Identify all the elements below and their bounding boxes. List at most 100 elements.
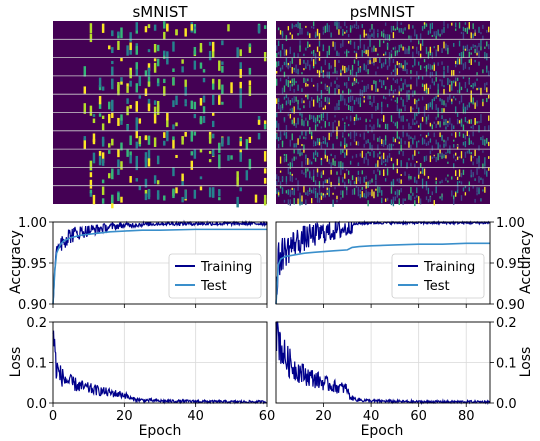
heatmap-cell	[371, 47, 373, 53]
heatmap-cell	[381, 139, 383, 145]
heatmap-cell	[365, 181, 367, 189]
heatmap-cell	[406, 48, 408, 55]
heatmap-cell	[289, 189, 291, 197]
heatmap-cell	[392, 47, 395, 50]
heatmap-cell	[120, 117, 123, 125]
heatmap-cell	[126, 125, 129, 131]
heatmap-cell	[316, 192, 319, 199]
heatmap-cell	[384, 123, 387, 129]
heatmap-cell	[468, 134, 470, 139]
heatmap-cell	[456, 118, 459, 125]
heatmap-cell	[478, 162, 480, 170]
heatmap-cell	[416, 46, 418, 54]
heatmap-cell	[383, 95, 385, 99]
heatmap-cell	[437, 121, 439, 125]
heatmap-cell	[412, 137, 414, 145]
heatmap-cell	[418, 98, 420, 102]
heatmap-cell	[394, 138, 397, 143]
heatmap-cell	[221, 137, 224, 147]
heatmap-cell	[437, 89, 439, 95]
heatmap-cell	[291, 34, 293, 40]
x-tick-label: 20	[116, 409, 133, 424]
heatmap-cell	[309, 171, 311, 179]
heatmap-cell	[367, 46, 369, 50]
heatmap-cell	[464, 27, 467, 32]
heatmap-cell	[451, 193, 453, 197]
heatmap-cell	[129, 135, 132, 146]
heatmap-cell	[117, 31, 120, 36]
heatmap-cell	[193, 131, 197, 136]
heatmap-cell	[412, 46, 414, 49]
heatmap-cell	[283, 71, 286, 78]
heatmap-cell	[447, 174, 449, 177]
heatmap-cell	[199, 176, 203, 180]
heatmap-cell	[318, 181, 321, 188]
heatmap-cell	[363, 97, 365, 101]
heatmap-cell	[400, 163, 402, 167]
heatmap-cell	[392, 32, 395, 39]
heatmap-cell	[184, 189, 187, 200]
heatmap-cell	[349, 72, 352, 75]
heatmap-cell	[421, 178, 424, 186]
legend-label-training: Training	[423, 260, 475, 275]
heatmap-cell	[342, 162, 344, 170]
heatmap-cell	[351, 105, 354, 113]
heatmap-cell	[342, 95, 344, 101]
heatmap-cell	[328, 132, 330, 141]
heatmap-cell	[447, 47, 449, 55]
heatmap-cell	[318, 70, 321, 78]
heatmap-cell	[384, 158, 387, 163]
heatmap-cell	[299, 192, 301, 199]
heatmap-cell	[89, 191, 93, 197]
heatmap-cell	[257, 133, 261, 140]
heatmap-cell	[402, 31, 404, 34]
heatmap-cell	[468, 187, 470, 192]
heatmap-cell	[138, 80, 142, 87]
heatmap-cell	[316, 169, 319, 177]
heatmap-cell	[416, 113, 418, 117]
heatmap-cell	[163, 31, 166, 40]
heatmap-cell	[322, 141, 325, 144]
heatmap-cell	[359, 101, 362, 108]
heatmap-cell	[293, 143, 295, 148]
heatmap-cell	[367, 191, 369, 197]
heatmap-cell	[351, 82, 354, 87]
heatmap-cell	[193, 26, 197, 30]
heatmap-cell	[346, 168, 348, 171]
heatmap-cell	[439, 196, 441, 199]
heatmap-cell	[472, 171, 474, 178]
heatmap-cell	[144, 193, 148, 201]
heatmap-cell	[468, 150, 470, 154]
heatmap-cell	[144, 178, 148, 188]
heatmap-cell	[283, 48, 286, 55]
heatmap-cell	[357, 81, 360, 85]
heatmap-cell	[383, 62, 385, 67]
heatmap-cell	[398, 89, 400, 96]
heatmap-cell	[433, 97, 435, 102]
heatmap-cell	[464, 81, 467, 89]
heatmap-cell	[257, 119, 261, 125]
heatmap-cell	[83, 136, 87, 141]
heatmap-cell	[449, 150, 451, 154]
heatmap-cell	[257, 25, 261, 34]
heatmap-cell	[394, 122, 397, 127]
heatmap-cell	[427, 114, 430, 120]
heatmap-cell	[248, 85, 252, 96]
heatmap-cell	[156, 193, 160, 200]
heatmap-cell	[371, 23, 373, 30]
heatmap-cell	[447, 180, 449, 183]
heatmap-cell	[488, 141, 490, 147]
heatmap-cell	[373, 28, 375, 34]
heatmap-cell	[454, 98, 457, 101]
heatmap-cell	[320, 171, 323, 176]
heatmap-cell	[314, 34, 317, 38]
heatmap-cell	[346, 149, 348, 156]
heatmap-cell	[486, 138, 488, 144]
heatmap-cell	[423, 156, 426, 160]
heatmap-cell	[342, 132, 344, 137]
heatmap-cell	[384, 138, 387, 145]
heatmap-cell	[147, 149, 151, 161]
legend-label-test: Test	[423, 279, 450, 294]
heatmap-cell	[384, 51, 387, 56]
